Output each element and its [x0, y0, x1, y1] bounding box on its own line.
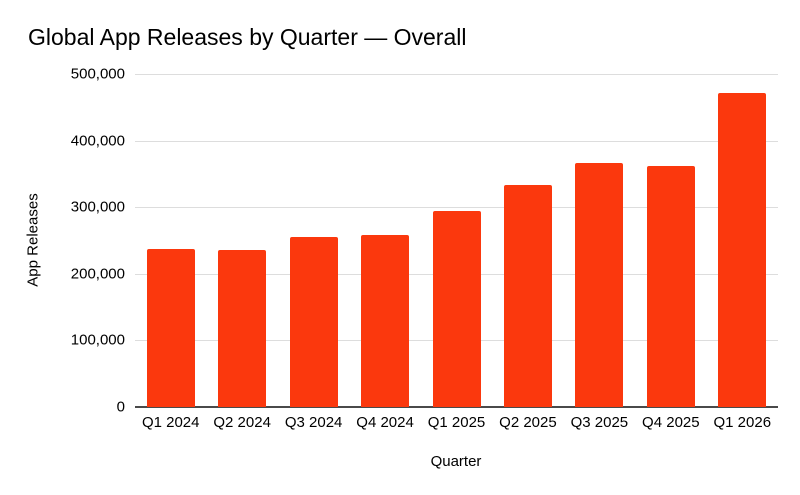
- bar: [218, 249, 267, 407]
- y-tick-label: 0: [116, 398, 125, 416]
- chart-title: Global App Releases by Quarter — Overall: [28, 24, 467, 50]
- x-tick-label: Q1 2024: [141, 414, 200, 431]
- x-axis-line: [135, 406, 778, 408]
- x-tick-label: Q4 2024: [356, 414, 414, 431]
- x-tick-label: Q2 2024: [213, 414, 271, 431]
- x-axis-title: Quarter: [430, 453, 482, 470]
- y-axis-title: App Releases: [24, 193, 42, 287]
- x-tick-label: Q4 2025: [642, 414, 700, 431]
- bar: [646, 165, 695, 407]
- x-tick-label: Q2 2025: [499, 414, 557, 431]
- gridline: [135, 207, 778, 209]
- x-tick-label: Q3 2025: [570, 414, 629, 431]
- y-tick-label: 200,000: [70, 265, 125, 283]
- bar: [432, 211, 481, 407]
- x-tick-label: Q1 2026: [713, 414, 772, 431]
- bar: [575, 162, 624, 407]
- y-tick-label: 500,000: [70, 65, 125, 83]
- gridline: [135, 74, 778, 75]
- bar: [289, 236, 338, 407]
- bar: [361, 234, 410, 407]
- y-tick-label: 400,000: [70, 132, 125, 150]
- bar: [146, 248, 195, 407]
- bar: [503, 184, 552, 407]
- y-tick-label: 300,000: [70, 198, 125, 216]
- x-tick-label: Q1 2025: [427, 414, 486, 431]
- bar: [718, 92, 767, 407]
- gridline: [135, 140, 778, 142]
- plot-area: 0 100,000 200,000 300,000 400,000 500,000 Q1 2…: [71, 66, 778, 431]
- x-tick-label: Q3 2024: [284, 414, 343, 431]
- y-tick-label: 100,000: [70, 331, 125, 349]
